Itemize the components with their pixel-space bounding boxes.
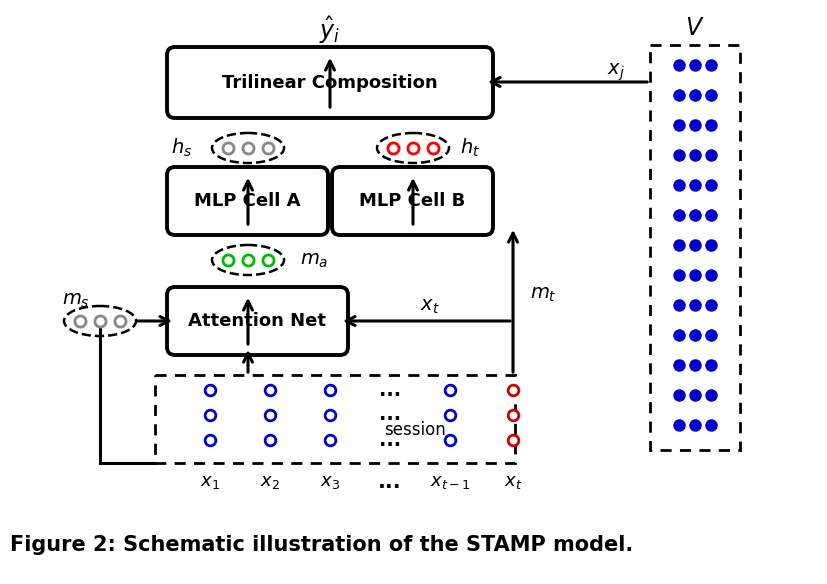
Text: Figure 2: Schematic illustration of the STAMP model.: Figure 2: Schematic illustration of the … bbox=[10, 535, 633, 555]
Bar bbox=[649, 45, 739, 450]
Text: $x_1$: $x_1$ bbox=[200, 473, 220, 491]
Text: $m_s$: $m_s$ bbox=[62, 290, 89, 310]
FancyBboxPatch shape bbox=[167, 287, 347, 355]
Bar bbox=[155, 375, 514, 463]
Text: session: session bbox=[384, 421, 445, 439]
Ellipse shape bbox=[212, 245, 284, 275]
Text: ...: ... bbox=[378, 472, 401, 492]
Ellipse shape bbox=[64, 306, 136, 336]
Text: $m_t$: $m_t$ bbox=[529, 286, 556, 304]
FancyBboxPatch shape bbox=[332, 167, 492, 235]
Text: ...: ... bbox=[379, 405, 400, 425]
Text: $h_t$: $h_t$ bbox=[460, 137, 480, 159]
Text: $h_s$: $h_s$ bbox=[170, 137, 192, 159]
Text: $x_3$: $x_3$ bbox=[319, 473, 340, 491]
Text: $x_t$: $x_t$ bbox=[503, 473, 522, 491]
Text: MLP Cell B: MLP Cell B bbox=[359, 192, 465, 210]
Text: Trilinear Composition: Trilinear Composition bbox=[222, 74, 437, 92]
Text: Attention Net: Attention Net bbox=[189, 312, 326, 330]
FancyBboxPatch shape bbox=[167, 167, 327, 235]
Text: ...: ... bbox=[379, 430, 400, 450]
Text: $\hat{y}_i$: $\hat{y}_i$ bbox=[319, 14, 340, 46]
Text: $x_{t-1}$: $x_{t-1}$ bbox=[429, 473, 470, 491]
FancyBboxPatch shape bbox=[167, 47, 492, 118]
Text: ...: ... bbox=[379, 381, 400, 399]
Text: $x_2$: $x_2$ bbox=[260, 473, 280, 491]
Text: $x_t$: $x_t$ bbox=[419, 297, 439, 315]
Text: $x_j$: $x_j$ bbox=[606, 61, 624, 83]
Ellipse shape bbox=[376, 133, 448, 163]
Text: $V$: $V$ bbox=[685, 16, 704, 40]
Ellipse shape bbox=[212, 133, 284, 163]
Text: MLP Cell A: MLP Cell A bbox=[194, 192, 300, 210]
Text: $m_a$: $m_a$ bbox=[299, 251, 328, 269]
